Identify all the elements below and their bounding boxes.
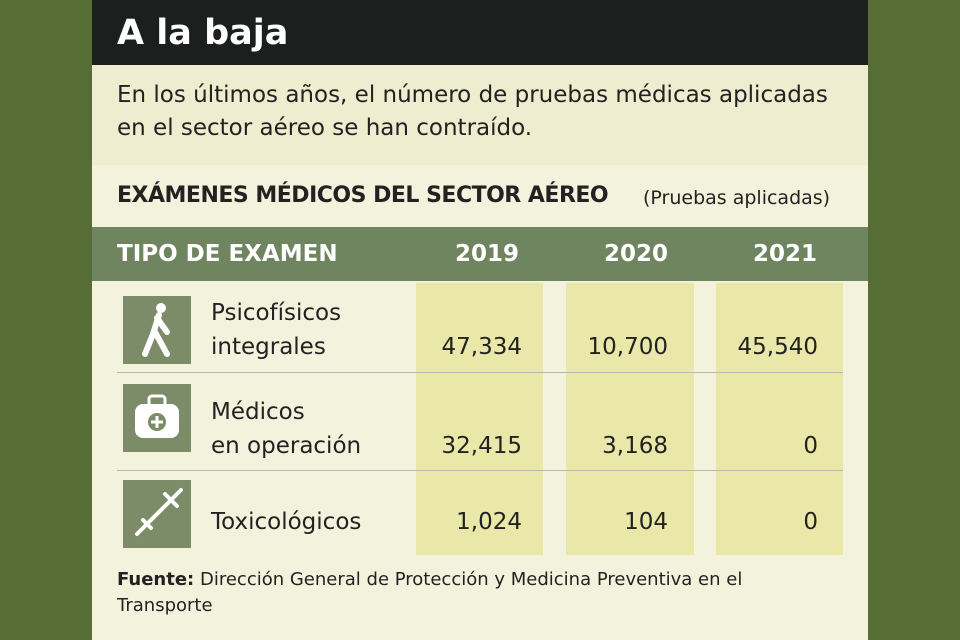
title: A la baja (117, 13, 289, 53)
source-text: Dirección General de Protección y Medici… (117, 569, 743, 616)
cell: 104 (624, 509, 668, 535)
cell: 32,415 (441, 433, 522, 459)
source: Fuente: Dirección General de Protección … (117, 567, 817, 619)
cell: 0 (803, 433, 818, 459)
cell: 0 (803, 509, 818, 535)
column-header: 2020 (604, 241, 669, 267)
subtitle: En los últimos años, el número de prueba… (117, 82, 828, 141)
table-title: EXÁMENES MÉDICOS DEL SECTOR AÉREO (117, 183, 609, 208)
table-unit: (Pruebas aplicadas) (643, 187, 831, 209)
column-header: 2021 (753, 241, 818, 267)
column-highlight (566, 283, 694, 555)
column-highlight (716, 283, 843, 555)
row-separator (117, 470, 843, 471)
row-label: integrales (211, 334, 326, 360)
column-header: 2019 (455, 241, 520, 267)
cell: 45,540 (737, 334, 818, 360)
cell: 3,168 (602, 433, 668, 459)
cell: 10,700 (587, 334, 668, 360)
icon-walk (123, 296, 191, 364)
table-header (92, 227, 868, 281)
header-bar (92, 0, 868, 65)
row-label: Médicos (211, 399, 305, 425)
row-label: en operación (211, 433, 362, 459)
icon-medkit (123, 384, 191, 452)
column-header: TIPO DE EXAMEN (117, 241, 338, 267)
row-label: Psicofísicos (211, 300, 342, 326)
row-separator (117, 372, 843, 373)
subtitle-bg (92, 65, 868, 165)
icon-syringe (123, 480, 191, 548)
column-highlight (416, 283, 543, 555)
cell: 47,334 (441, 334, 522, 360)
source-label: Fuente: (117, 569, 195, 590)
row-label: Toxicológicos (211, 509, 362, 535)
cell: 1,024 (456, 509, 522, 535)
